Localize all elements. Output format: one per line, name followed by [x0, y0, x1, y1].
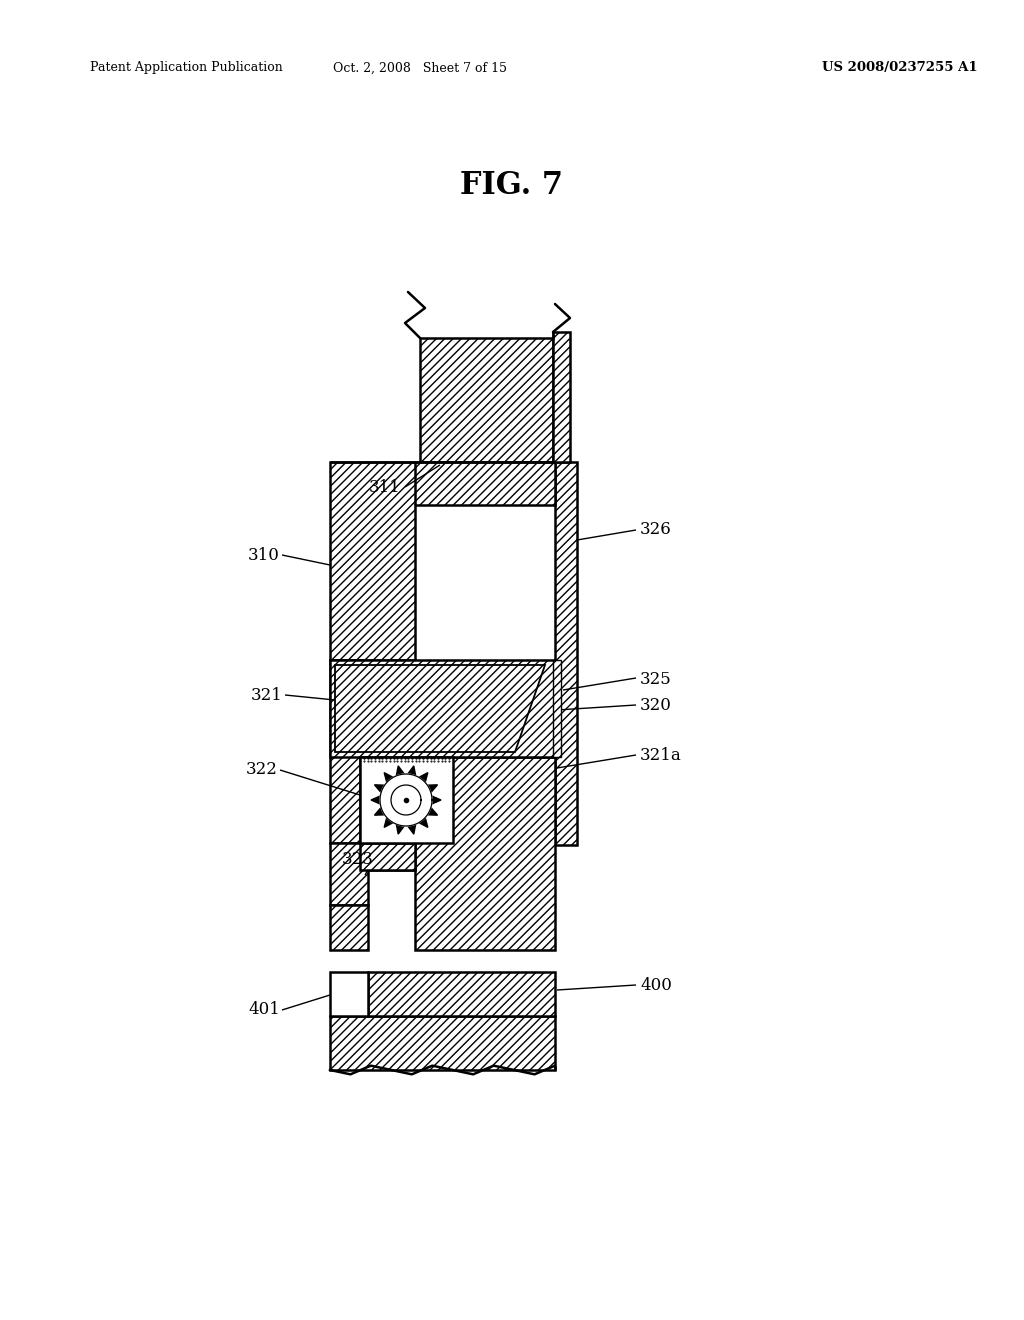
Text: 311: 311 — [369, 479, 401, 495]
Bar — [553, 660, 561, 756]
Bar — [360, 756, 453, 843]
Polygon shape — [396, 766, 404, 776]
Polygon shape — [427, 808, 437, 816]
Text: 310: 310 — [248, 546, 280, 564]
Bar — [555, 462, 577, 845]
Polygon shape — [330, 462, 555, 660]
Polygon shape — [420, 338, 553, 462]
Text: 322: 322 — [246, 762, 278, 779]
Polygon shape — [419, 772, 428, 783]
Text: FIG. 7: FIG. 7 — [461, 169, 563, 201]
Polygon shape — [380, 774, 432, 826]
Polygon shape — [360, 843, 415, 870]
Polygon shape — [408, 766, 416, 776]
Bar — [330, 972, 368, 1016]
Text: 320: 320 — [640, 697, 672, 714]
Polygon shape — [330, 843, 415, 906]
Polygon shape — [375, 808, 385, 816]
Text: 323: 323 — [342, 851, 374, 869]
Bar — [368, 972, 555, 1016]
Polygon shape — [427, 785, 437, 792]
Polygon shape — [384, 817, 393, 828]
Polygon shape — [432, 796, 441, 804]
Text: 325: 325 — [640, 672, 672, 689]
Bar — [330, 660, 555, 756]
Polygon shape — [375, 785, 385, 792]
Polygon shape — [408, 824, 416, 834]
Text: 400: 400 — [640, 977, 672, 994]
Polygon shape — [330, 1016, 555, 1071]
Text: 321: 321 — [251, 686, 283, 704]
Polygon shape — [335, 665, 545, 752]
Text: 321a: 321a — [640, 747, 682, 763]
Bar — [553, 333, 570, 462]
Polygon shape — [419, 817, 428, 828]
Text: 326: 326 — [640, 521, 672, 539]
Polygon shape — [384, 772, 393, 783]
Polygon shape — [330, 660, 360, 843]
Text: 401: 401 — [248, 1002, 280, 1019]
Text: Patent Application Publication: Patent Application Publication — [90, 62, 283, 74]
Polygon shape — [371, 796, 380, 804]
Text: Oct. 2, 2008   Sheet 7 of 15: Oct. 2, 2008 Sheet 7 of 15 — [333, 62, 507, 74]
Text: US 2008/0237255 A1: US 2008/0237255 A1 — [822, 62, 978, 74]
Polygon shape — [396, 824, 404, 834]
Polygon shape — [330, 906, 368, 950]
Polygon shape — [415, 756, 555, 950]
